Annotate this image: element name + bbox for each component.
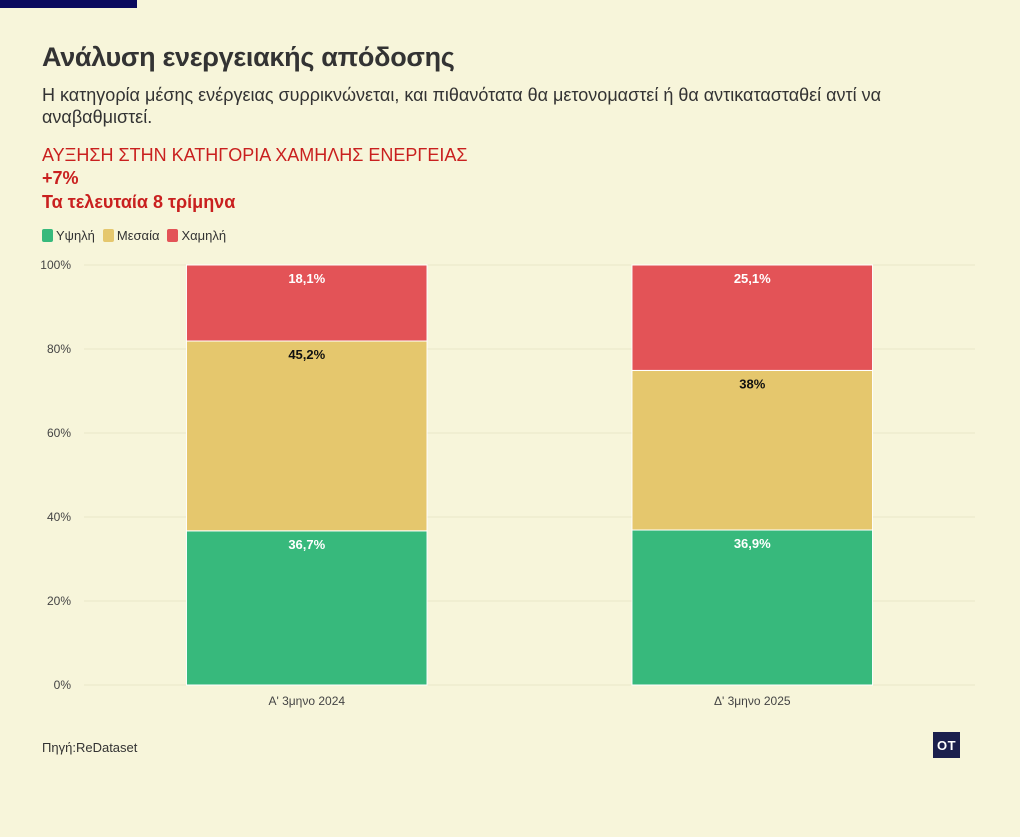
bar-segment	[631, 369, 874, 531]
stacked-bar-chart: 0% 20% 40% 60% 80% 100% 36,7% 45,2% 18,1% Α' 3μην…	[40, 258, 975, 708]
bar-segment	[185, 530, 428, 686]
data-label: 45,2%	[288, 347, 325, 362]
chart-title: Ανάλυση ενεργειακής απόδοσης	[42, 42, 455, 72]
y-tick-label: 80%	[47, 342, 71, 356]
y-tick-label: 40%	[47, 510, 71, 524]
bar-segment	[185, 340, 428, 532]
legend-label-medium: Μεσαία	[116, 228, 160, 243]
x-tick-label: Δ' 3μηνο 2025	[714, 694, 791, 708]
y-tick-label: 0%	[54, 678, 72, 692]
highlight-period: Τα τελευταία 8 τρίμηνα	[42, 192, 236, 212]
bar-segment	[185, 264, 428, 342]
ot-logo: OT	[933, 732, 960, 758]
data-label: 38%	[739, 376, 765, 391]
data-label: 36,7%	[288, 537, 325, 552]
y-tick-label: 100%	[40, 258, 71, 272]
legend-swatch-high	[42, 229, 53, 242]
chart-subtitle: Η κατηγορία μέσης ενέργειας συρρικνώνετα…	[42, 85, 882, 127]
highlight-value: +7%	[42, 168, 79, 188]
bar-segment	[631, 264, 874, 371]
data-label: 25,1%	[734, 271, 771, 286]
legend-label-high: Υψηλή	[56, 228, 95, 243]
legend-item-low[interactable]: Χαμηλή	[167, 228, 226, 243]
y-tick-label: 20%	[47, 594, 71, 608]
legend: Υψηλή Μεσαία Χαμηλή	[42, 228, 226, 243]
source-note: Πηγή:ReDataset	[42, 740, 138, 755]
highlight-kicker: ΑΥΞΗΣΗ ΣΤΗΝ ΚΑΤΗΓΟΡΙΑ ΧΑΜΗΛΗΣ ΕΝΕΡΓΕΙΑΣ	[42, 145, 468, 165]
x-tick-label: Α' 3μηνο 2024	[268, 694, 345, 708]
bar-segment	[631, 529, 874, 686]
legend-swatch-low	[167, 229, 179, 242]
y-tick-label: 60%	[47, 426, 71, 440]
legend-label-low: Χαμηλή	[181, 228, 227, 243]
legend-item-high[interactable]: Υψηλή	[42, 228, 95, 243]
data-label: 18,1%	[288, 271, 325, 286]
legend-item-medium[interactable]: Μεσαία	[102, 228, 160, 243]
data-label: 36,9%	[734, 536, 771, 551]
top-accent-bar	[0, 0, 137, 8]
legend-swatch-medium	[102, 229, 114, 242]
